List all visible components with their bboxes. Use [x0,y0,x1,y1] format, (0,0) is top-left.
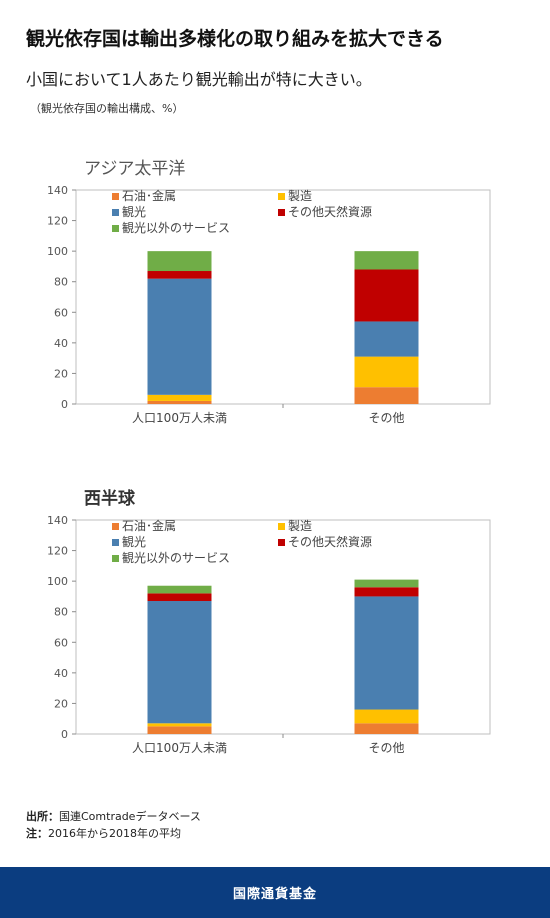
legend-item: 製造 [278,519,312,533]
bar-segment [354,723,419,734]
notes: 出所：国連Comtradeデータベース 注：2016年から2018年の平均 [26,808,201,842]
y-tick-label: 20 [54,697,68,710]
legend-label: 石油･金属 [122,188,176,203]
bar-segment [147,593,212,602]
legend-swatch [112,523,119,530]
plot-area [75,519,491,735]
y-tick-label: 80 [54,606,68,619]
source-text: 国連Comtradeデータベース [59,810,201,823]
legend-label: その他天然資源 [288,534,372,549]
bar-segment [147,278,212,395]
note-line: 注：2016年から2018年の平均 [26,825,201,842]
bar-segment [354,321,419,357]
chart-title-asia-pacific: アジア太平洋 [84,159,186,179]
y-tick-label: 0 [61,398,68,411]
note-label: 注： [26,827,48,840]
legend-swatch [112,193,119,200]
bar-segment [147,723,212,727]
legend-swatch [112,539,119,546]
legend-item: その他天然資源 [278,204,372,219]
chart-title-western-hemisphere: 西半球 [84,489,135,509]
x-category-label: その他 [368,411,404,425]
legend-swatch [278,539,285,546]
page-subtitle: 小国において1人あたり観光輸出が特に大きい。 [26,70,372,89]
bar-segment [147,251,212,272]
unit-note: （観光依存国の輸出構成、%） [30,102,184,115]
legend-item: 観光 [112,205,146,219]
legend-item: 石油･金属 [112,188,176,203]
legend-item: 観光 [112,535,146,549]
legend-item: 観光以外のサービス [112,221,230,235]
x-category-label: その他 [368,741,404,755]
bar-segment [354,356,419,388]
y-tick-label: 0 [61,728,68,741]
y-tick-label: 140 [47,514,68,527]
x-category-label: 人口100万人未満 [132,411,227,425]
bar-segment [354,387,419,404]
legend-label: 石油･金属 [122,518,176,533]
legend-item: その他天然資源 [278,534,372,549]
y-tick-label: 40 [54,337,68,350]
bar-segment [147,585,212,594]
legend-label: 観光以外のサービス [122,221,230,235]
legend-swatch [112,209,119,216]
page-title: 観光依存国は輸出多様化の取り組みを拡大できる [26,28,444,50]
bar-segment [147,271,212,279]
legend-label: 観光 [122,205,146,219]
y-tick-label: 140 [47,184,68,197]
legend-label: 観光 [122,535,146,549]
source-label: 出所： [26,810,59,823]
legend-label: 製造 [288,519,312,533]
legend-swatch [278,523,285,530]
bar-segment [354,579,419,588]
source-line: 出所：国連Comtradeデータベース [26,808,201,825]
note-text: 2016年から2018年の平均 [48,827,181,840]
footer-org: 国際通貨基金 [232,887,317,902]
bar-segment [354,251,419,270]
x-category-label: 人口100万人未満 [132,741,227,755]
plot-area [75,189,491,405]
legend-swatch [278,193,285,200]
y-tick-label: 20 [54,367,68,380]
bar-segment [354,709,419,724]
footer-bar: 国際通貨基金 [0,867,550,918]
legend-swatch [112,555,119,562]
y-tick-label: 120 [47,545,68,558]
bar-segment [354,587,419,597]
legend-item: 製造 [278,189,312,203]
y-tick-label: 60 [54,636,68,649]
bar-segment [147,400,212,404]
legend-label: 観光以外のサービス [122,551,230,565]
y-tick-label: 120 [47,215,68,228]
y-tick-label: 100 [47,575,68,588]
bar-segment [147,601,212,724]
legend-label: その他天然資源 [288,204,372,219]
y-tick-label: 100 [47,245,68,258]
y-tick-label: 40 [54,667,68,680]
bar-segment [354,596,419,710]
bar-segment [147,394,212,401]
legend-swatch [278,209,285,216]
bar-segment [147,726,212,734]
legend-label: 製造 [288,189,312,203]
bar-segment [354,269,419,322]
legend-item: 観光以外のサービス [112,551,230,565]
legend-swatch [112,225,119,232]
y-tick-label: 60 [54,306,68,319]
legend-item: 石油･金属 [112,518,176,533]
y-tick-label: 80 [54,276,68,289]
